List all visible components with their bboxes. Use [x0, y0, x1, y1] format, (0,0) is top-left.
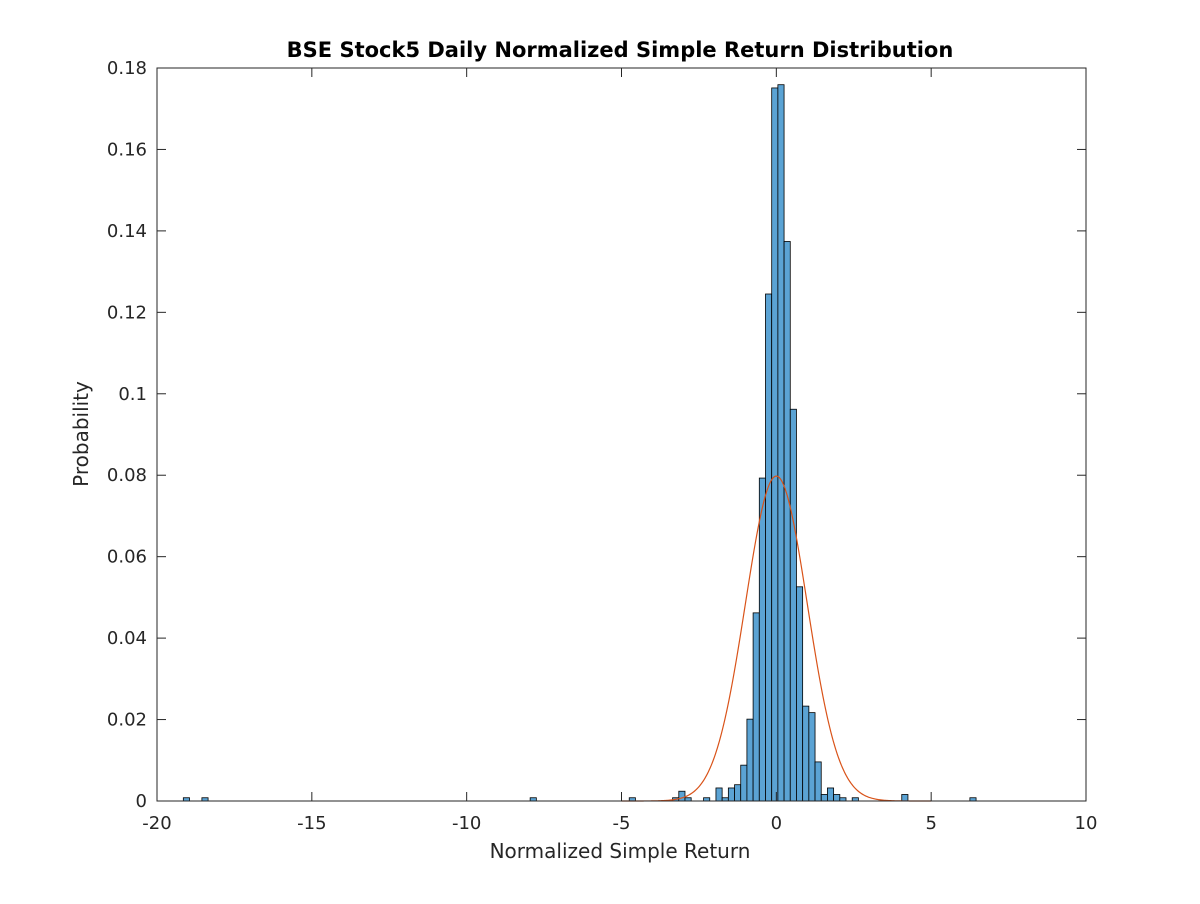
- y-tick-label: 0.04: [107, 628, 147, 649]
- histogram-bar: [833, 794, 841, 802]
- x-tick-label: -5: [613, 813, 631, 834]
- y-tick-label: 0.16: [107, 139, 147, 160]
- y-tick-label: 0.12: [107, 302, 147, 323]
- histogram-bar: [808, 712, 816, 802]
- histogram-bars: [182, 84, 977, 802]
- histogram-bar: [827, 787, 835, 802]
- y-tick-label: 0.02: [107, 710, 147, 731]
- x-tick-label: 10: [1075, 813, 1098, 834]
- x-tick-label: -15: [297, 813, 326, 834]
- histogram-bar: [752, 612, 760, 802]
- y-tick-label: 0.14: [107, 221, 147, 242]
- y-axis-label: Probability: [69, 381, 93, 487]
- histogram-bar: [715, 787, 723, 802]
- y-tick-label: 0: [136, 791, 147, 812]
- histogram-bar: [740, 764, 748, 802]
- histogram-bar: [783, 241, 791, 802]
- histogram-bar: [901, 794, 909, 802]
- histogram-bar: [777, 84, 785, 802]
- histogram-bar: [814, 761, 822, 802]
- x-axis-label: Normalized Simple Return: [490, 839, 751, 863]
- histogram-bar: [771, 87, 779, 802]
- x-axis: -20 -15 -10 -5 0 5 10: [142, 68, 1097, 834]
- histogram-bar: [678, 790, 686, 802]
- histogram-bar: [802, 705, 810, 802]
- histogram-bar: [796, 586, 804, 802]
- histogram-bar: [734, 784, 742, 802]
- plot-area-border: [156, 67, 1087, 802]
- histogram-bar: [789, 408, 797, 802]
- histogram-bar: [820, 794, 828, 802]
- y-tick-label: 0.1: [118, 384, 147, 405]
- x-tick-label: 5: [925, 813, 936, 834]
- histogram-bar: [758, 477, 766, 802]
- histogram-bar: [765, 293, 773, 802]
- x-tick-label: -20: [142, 813, 171, 834]
- normal-fit-curve: [621, 475, 932, 802]
- y-tick-label: 0.06: [107, 547, 147, 568]
- x-tick-label: -10: [452, 813, 481, 834]
- x-tick-label: 0: [771, 813, 782, 834]
- histogram-bar: [746, 718, 754, 802]
- y-tick-label: 0.18: [107, 58, 147, 79]
- chart-title: BSE Stock5 Daily Normalized Simple Retur…: [287, 38, 954, 62]
- histogram-bar: [727, 787, 735, 802]
- y-axis: 0 0.02 0.04 0.06 0.08 0.1 0.12 0.14 0.16 0.18: [107, 58, 1086, 812]
- y-tick-label: 0.08: [107, 465, 147, 486]
